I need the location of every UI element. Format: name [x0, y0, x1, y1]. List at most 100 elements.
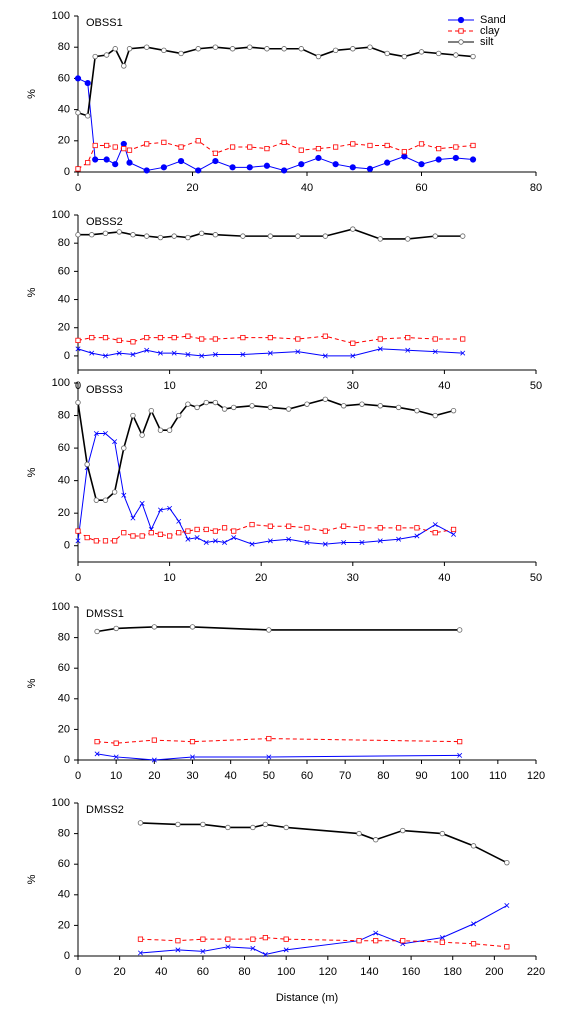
marker — [377, 403, 383, 409]
marker — [418, 161, 425, 168]
panel-title: DMSS2 — [86, 804, 124, 816]
marker — [470, 843, 477, 849]
marker — [225, 936, 231, 942]
marker — [470, 142, 476, 149]
marker — [304, 525, 310, 531]
marker — [229, 164, 236, 171]
marker — [166, 427, 173, 433]
y-tick-label: 80 — [58, 237, 70, 249]
panel-title: OBSS1 — [86, 17, 123, 29]
marker — [89, 232, 95, 238]
panel-title: DMSS1 — [86, 608, 124, 620]
y-tick-label: 0 — [64, 950, 70, 962]
x-tick-label: 200 — [485, 966, 503, 978]
marker — [377, 336, 383, 342]
marker — [185, 528, 191, 534]
marker — [263, 162, 271, 169]
marker — [167, 505, 173, 511]
marker — [200, 948, 206, 954]
marker — [195, 46, 201, 52]
marker — [266, 735, 272, 742]
marker — [113, 740, 119, 746]
marker — [458, 28, 464, 34]
marker — [212, 538, 218, 544]
marker — [94, 739, 100, 745]
marker — [315, 145, 322, 152]
series-line — [96, 626, 460, 633]
marker — [341, 523, 347, 529]
x-tick-label: 110 — [489, 770, 507, 782]
marker — [157, 531, 164, 537]
marker — [240, 352, 246, 357]
y-tick-label: 100 — [52, 797, 70, 809]
marker — [322, 233, 329, 239]
x-tick-label: 220 — [527, 966, 545, 978]
marker — [457, 739, 463, 745]
series-line — [97, 738, 460, 744]
marker — [85, 113, 91, 119]
marker — [247, 144, 253, 150]
x-tick-label: 60 — [301, 770, 313, 782]
marker — [102, 353, 108, 359]
marker — [75, 337, 81, 344]
marker — [93, 430, 99, 436]
x-tick-label: 180 — [444, 966, 462, 978]
marker — [175, 821, 181, 828]
y-tick-label: 20 — [58, 322, 70, 334]
marker — [190, 754, 195, 760]
marker — [469, 156, 477, 163]
marker — [432, 336, 438, 342]
x-tick-label: 40 — [438, 380, 450, 392]
marker — [418, 49, 425, 55]
marker — [350, 141, 356, 147]
marker — [231, 528, 237, 534]
y-tick-label: 80 — [58, 41, 70, 53]
marker — [102, 430, 108, 436]
y-tick-label: 80 — [58, 632, 70, 644]
marker — [103, 156, 110, 163]
marker — [171, 233, 177, 239]
marker — [171, 350, 177, 356]
x-tick-label: 50 — [530, 572, 542, 584]
marker — [285, 406, 292, 412]
marker — [401, 149, 407, 155]
marker — [359, 539, 365, 545]
marker — [121, 145, 127, 152]
marker — [161, 139, 167, 145]
x-tick-label: 50 — [530, 380, 542, 392]
x-tick-label: 40 — [438, 572, 450, 584]
marker — [377, 346, 383, 352]
marker — [249, 403, 255, 409]
marker — [460, 336, 466, 342]
marker — [298, 46, 304, 52]
marker — [373, 930, 379, 936]
marker — [267, 538, 273, 544]
marker — [185, 536, 191, 542]
x-tick-label: 0 — [75, 572, 81, 584]
marker — [171, 334, 177, 341]
x-tick-label: 60 — [415, 182, 427, 194]
marker — [199, 336, 205, 342]
marker — [143, 233, 150, 239]
marker — [470, 941, 477, 947]
marker — [121, 492, 127, 498]
y-tick-label: 20 — [58, 135, 70, 147]
y-tick-label: 0 — [64, 166, 70, 178]
marker — [450, 407, 457, 414]
marker — [350, 46, 356, 52]
marker — [212, 232, 219, 238]
marker — [176, 518, 182, 524]
marker — [395, 525, 402, 531]
marker — [93, 497, 100, 503]
x-tick-label: 120 — [319, 966, 337, 978]
marker — [112, 439, 118, 445]
marker — [176, 412, 182, 419]
marker — [298, 161, 305, 168]
marker — [262, 821, 269, 828]
marker — [295, 336, 301, 342]
marker — [137, 820, 144, 826]
series-line — [77, 348, 463, 357]
marker — [332, 161, 339, 168]
x-tick-label: 50 — [263, 770, 275, 782]
marker — [185, 352, 191, 357]
